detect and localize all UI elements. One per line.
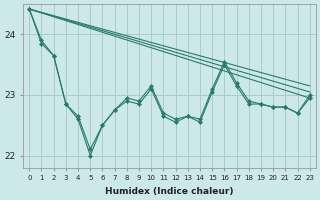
X-axis label: Humidex (Indice chaleur): Humidex (Indice chaleur) [105,187,234,196]
